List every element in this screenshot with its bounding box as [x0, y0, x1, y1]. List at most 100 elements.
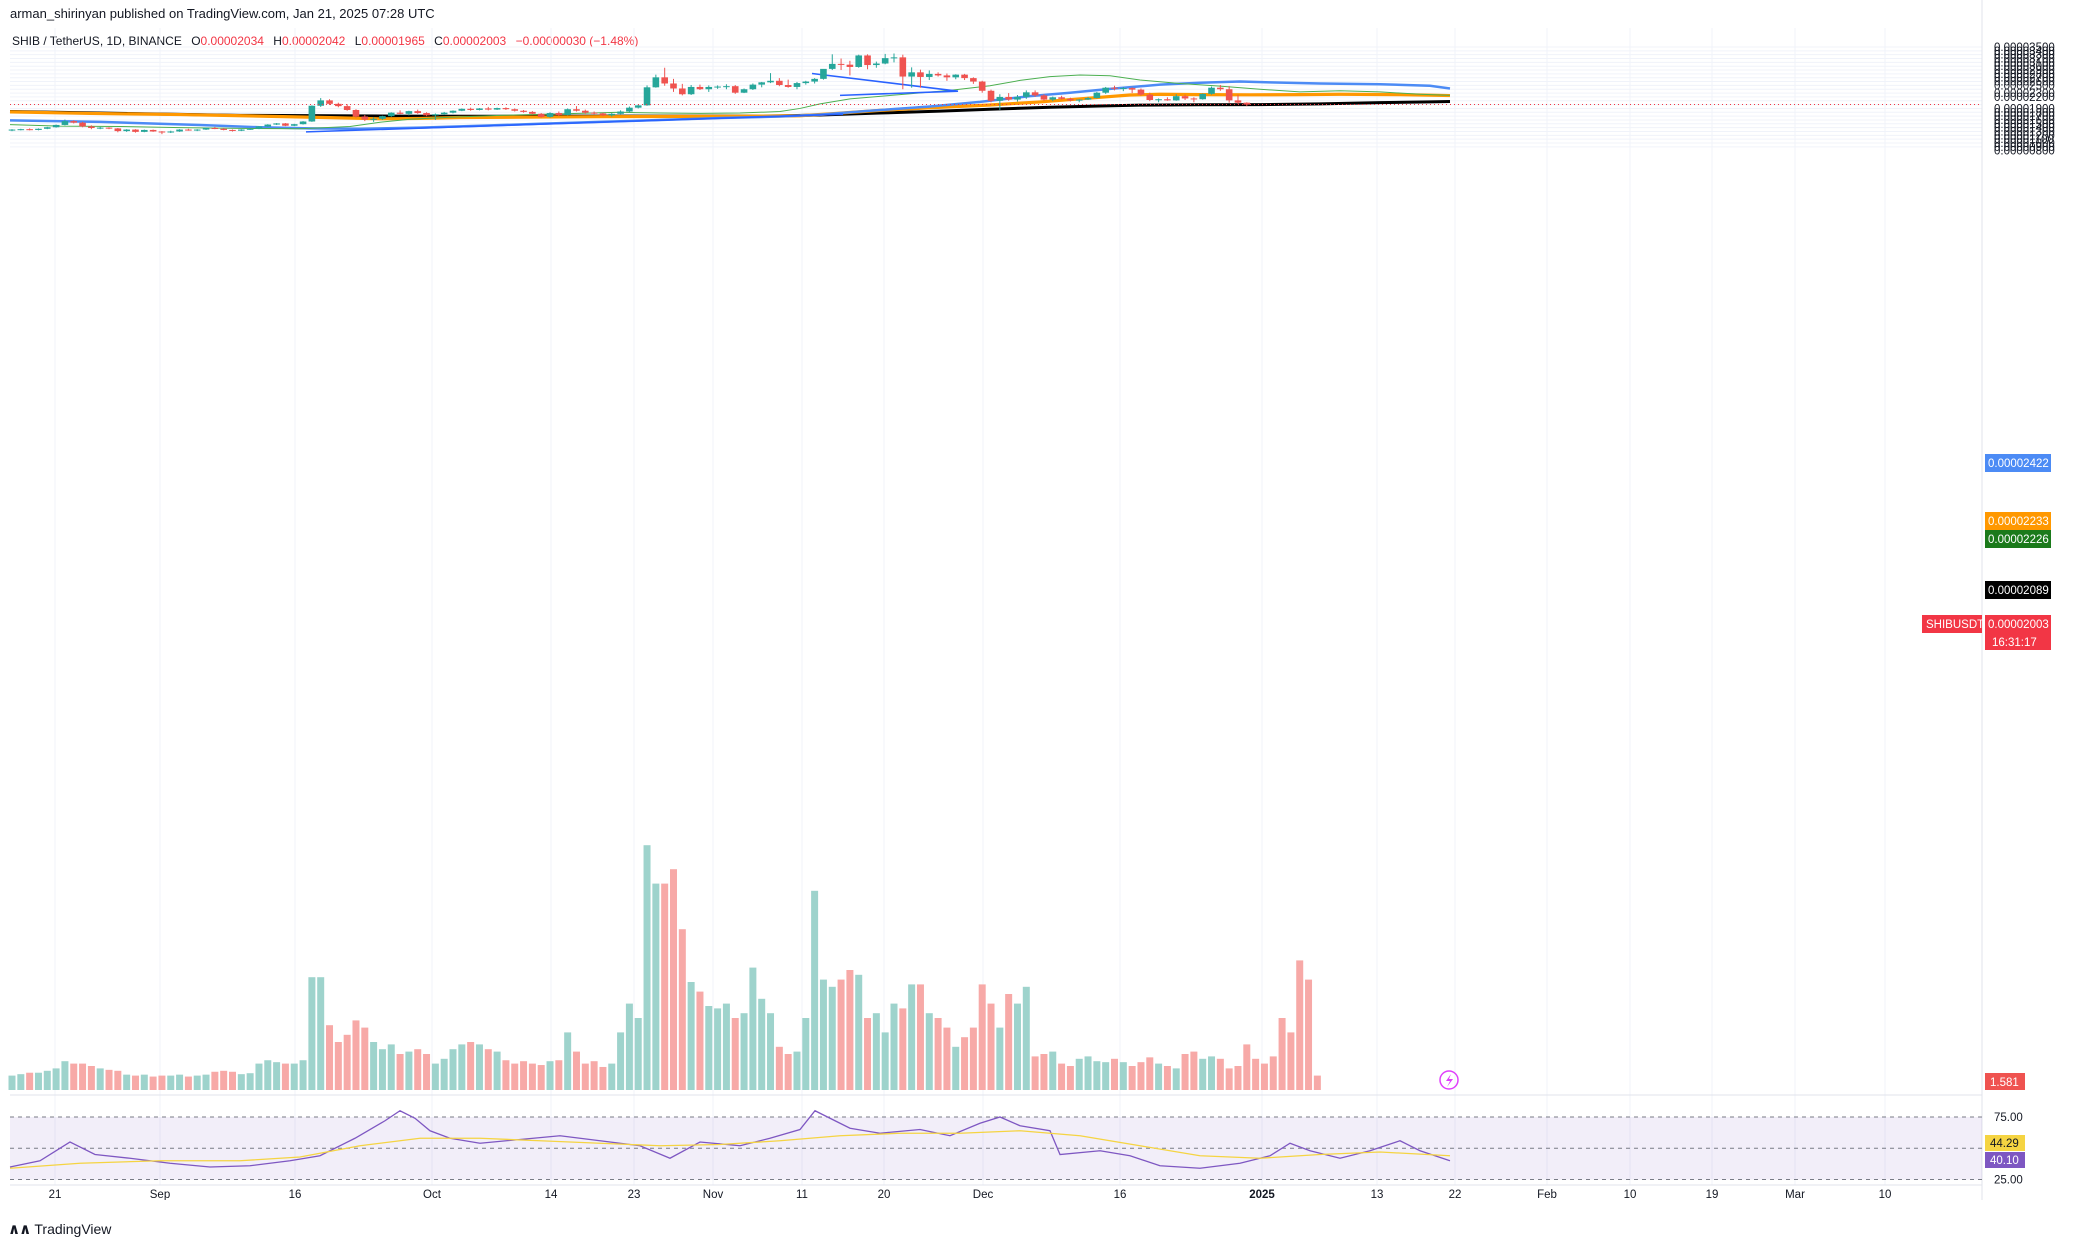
volume-bar — [405, 1051, 413, 1090]
volume-bar — [837, 979, 845, 1090]
candle-body — [352, 109, 360, 117]
low-label: L — [354, 34, 362, 48]
price-tag — [1985, 512, 2051, 530]
time-tick-label: 19 — [1706, 1189, 1719, 1200]
candle-body — [423, 113, 430, 116]
rsi-ma-line — [9, 1130, 1451, 1169]
volume-bar — [1190, 1051, 1198, 1090]
volume-bar — [493, 1051, 501, 1090]
trendline-pennant — [811, 72, 959, 97]
volume-bar — [881, 1032, 889, 1090]
time-tick-label: 21 — [49, 1189, 62, 1200]
candle-body — [149, 129, 157, 132]
volume-bar — [1137, 1062, 1145, 1090]
volume-bar — [767, 1013, 775, 1090]
price-tick-label: 0.00002700 — [1994, 73, 2055, 85]
candle-body — [387, 112, 395, 117]
close-label: C — [434, 34, 443, 48]
tradingview-footer: ∧∧ TradingView — [8, 1220, 111, 1238]
volume-bar — [431, 1063, 439, 1090]
candle-body — [290, 124, 298, 126]
candle-body — [105, 127, 113, 129]
candle-body — [141, 129, 148, 132]
volume-bar — [819, 979, 827, 1090]
candle-body — [1120, 88, 1127, 90]
volume-bar — [440, 1058, 448, 1090]
volume-bar — [1049, 1051, 1057, 1090]
volume-bar — [864, 1018, 872, 1090]
candle-body — [696, 86, 704, 90]
volume-bar — [79, 1063, 87, 1090]
candle-body — [776, 80, 783, 86]
time-tick-label: 16 — [289, 1189, 302, 1200]
volume-bar — [131, 1075, 139, 1090]
price-tick-label: 0.00001000 — [1994, 138, 2055, 150]
volume-bar — [546, 1061, 554, 1090]
price-tag-label: 0.00002003 — [1988, 619, 2049, 631]
candle-body — [1164, 99, 1171, 101]
price-tick-label: 0.00002800 — [1994, 69, 2055, 81]
volume-bar — [652, 883, 660, 1090]
candle-body — [1005, 96, 1012, 100]
volume-bar — [140, 1074, 148, 1090]
low-value: 0.00001965 — [361, 34, 425, 48]
volume-bar — [423, 1054, 431, 1090]
price-tick-label: 0.00003500 — [1994, 42, 2055, 54]
candle-body — [308, 105, 316, 122]
rsi-pane: 75.00 25.00 44.29 40.10 — [9, 1109, 2025, 1187]
price-tick-label: 0.00001100 — [1994, 134, 2054, 146]
volume-bar — [784, 1054, 792, 1090]
volume-bar — [1005, 994, 1013, 1090]
price-axis: 0.000035000.000034000.000033000.00003200… — [1922, 42, 2055, 1090]
volume-bar — [326, 1025, 334, 1090]
candle-body — [282, 123, 289, 126]
price-chart[interactable]: 0.000035000.000034000.000033000.00003200… — [0, 0, 2078, 1200]
candle-body — [1190, 98, 1198, 100]
price-tick-label: 0.00000800 — [1994, 146, 2055, 158]
candle-body — [643, 87, 651, 106]
volume-bar — [158, 1075, 166, 1090]
sma-200-line — [9, 100, 1451, 118]
volume-bar — [617, 1032, 625, 1090]
candle-body — [546, 113, 554, 117]
candle-body — [1023, 92, 1030, 97]
rsi-tag-label: 44.29 — [1990, 1138, 2019, 1150]
volume-bar — [890, 1003, 898, 1090]
candle-body — [723, 86, 730, 88]
candle-body — [714, 86, 721, 88]
candle-body — [961, 74, 968, 79]
price-tag — [1985, 615, 2051, 633]
price-tick-label: 0.00002200 — [1994, 92, 2055, 104]
volume-bar — [749, 967, 757, 1090]
volume-bar — [1181, 1054, 1189, 1090]
volume-bar — [952, 1046, 960, 1090]
volume-bar — [343, 1034, 351, 1090]
price-tick-label: 0.00001900 — [1994, 103, 2055, 115]
tradingview-brand: TradingView — [34, 1221, 112, 1237]
price-tick-label: 0.00003400 — [1994, 46, 2055, 58]
candle-body — [26, 129, 33, 131]
candle-body — [740, 89, 748, 93]
candle-body — [264, 124, 272, 127]
candle-body — [881, 58, 889, 64]
volume-bar — [916, 984, 924, 1090]
volume-bar — [308, 977, 316, 1090]
candle-body — [1208, 87, 1215, 94]
candle-body — [917, 72, 924, 77]
time-tick-label: 23 — [628, 1189, 641, 1200]
candle-body — [811, 78, 818, 82]
candle-body — [361, 116, 369, 120]
candle-body — [396, 112, 404, 114]
volume-bar — [1031, 1056, 1039, 1090]
candle-body — [670, 83, 677, 89]
sma-100-line — [9, 92, 1451, 121]
candle-body — [1084, 98, 1092, 100]
volume-bar — [1243, 1044, 1251, 1090]
candle-body — [202, 128, 210, 130]
candle-body — [908, 72, 915, 77]
candle-body — [634, 105, 642, 108]
candle-body — [1234, 100, 1242, 103]
price-tick-label: 0.00001200 — [1994, 130, 2055, 142]
volume-bar — [537, 1065, 545, 1090]
candle-body — [1217, 87, 1224, 90]
